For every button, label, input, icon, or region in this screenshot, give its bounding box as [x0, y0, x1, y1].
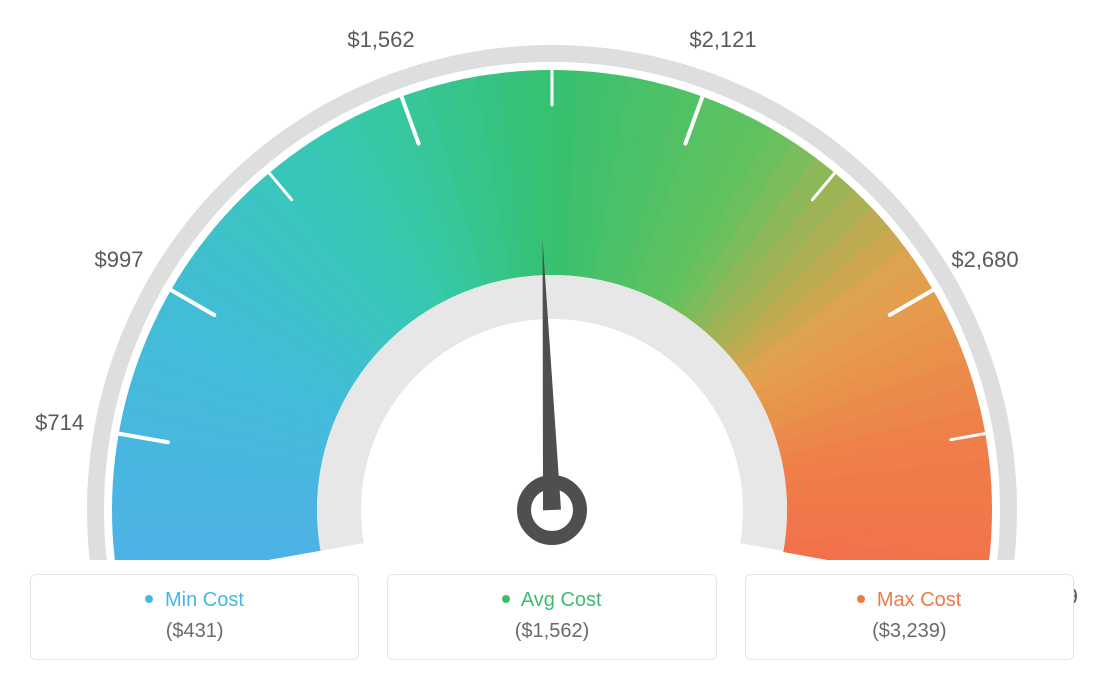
legend-card-min: Min Cost ($431): [30, 574, 359, 660]
dot-icon: [145, 595, 153, 603]
legend-value-min: ($431): [41, 620, 348, 643]
legend-card-max: Max Cost ($3,239): [745, 574, 1074, 660]
legend-label-min: Min Cost: [165, 589, 244, 611]
legend-row: Min Cost ($431) Avg Cost ($1,562) Max Co…: [0, 574, 1104, 660]
legend-card-avg: Avg Cost ($1,562): [387, 574, 716, 660]
gauge-tick-label: $997: [95, 247, 144, 273]
legend-title-min: Min Cost: [41, 589, 348, 612]
gauge-chart-container: $431$714$997$1,562$2,121$2,680$3,239 Min…: [0, 0, 1104, 690]
legend-title-avg: Avg Cost: [398, 589, 705, 612]
legend-value-max: ($3,239): [756, 620, 1063, 643]
gauge-tick-label: $2,680: [951, 247, 1018, 273]
legend-label-avg: Avg Cost: [521, 589, 602, 611]
gauge-tick-label: $2,121: [689, 27, 756, 53]
legend-label-max: Max Cost: [877, 589, 961, 611]
legend-value-avg: ($1,562): [398, 620, 705, 643]
gauge-tick-label: $714: [35, 410, 84, 436]
dot-icon: [857, 595, 865, 603]
gauge-area: $431$714$997$1,562$2,121$2,680$3,239: [0, 0, 1104, 560]
gauge-tick-label: $1,562: [347, 27, 414, 53]
gauge-svg: [0, 0, 1104, 560]
legend-title-max: Max Cost: [756, 589, 1063, 612]
dot-icon: [502, 595, 510, 603]
